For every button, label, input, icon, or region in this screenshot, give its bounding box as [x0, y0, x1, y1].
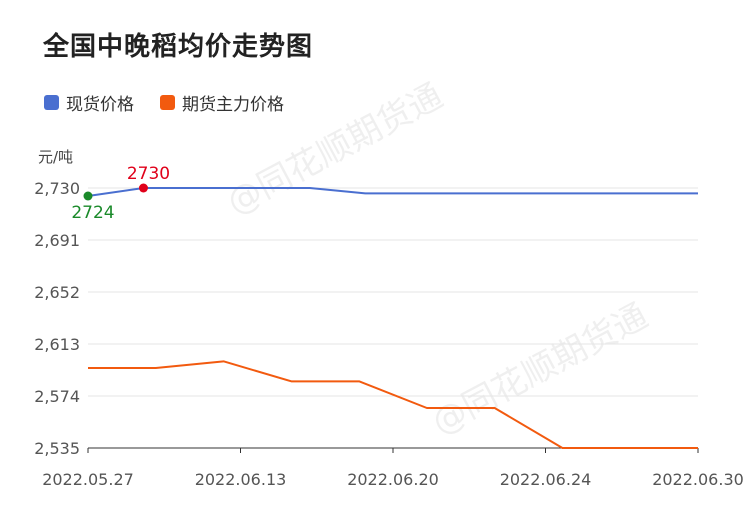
min-point-label: 2724 [71, 203, 114, 223]
watermark: @同花顺期货通 [220, 76, 449, 223]
y-tick-label: 2,691 [34, 231, 80, 250]
min-point-marker [83, 191, 93, 201]
y-tick-label: 2,535 [34, 439, 80, 458]
legend-label-spot: 现货价格 [66, 95, 134, 115]
legend-label-futures: 期货主力价格 [182, 95, 284, 115]
legend-swatch-spot [44, 95, 59, 110]
series-line [88, 360, 698, 449]
x-tick-label: 2022.06.13 [195, 470, 287, 489]
legend-item-futures[interactable]: 期货主力价格 [160, 90, 284, 115]
legend-item-spot[interactable]: 现货价格 [44, 90, 134, 115]
x-tick-label: 2022.06.30 [652, 470, 744, 489]
chart-title: 全国中晚稻均价走势图 [43, 32, 314, 62]
x-tick-label: 2022.06.24 [500, 470, 592, 489]
y-tick-label: 2,613 [34, 335, 80, 354]
max-point-marker [138, 183, 148, 193]
y-axis-unit: 元/吨 [38, 148, 74, 166]
series-line [87, 187, 698, 197]
max-point-label: 2730 [127, 164, 170, 184]
legend-swatch-futures [160, 95, 175, 110]
x-tick-label: 2022.05.27 [42, 470, 134, 489]
watermark: @同花顺期货通 [425, 296, 654, 443]
legend: 现货价格 期货主力价格 [44, 90, 284, 115]
y-tick-label: 2,574 [34, 387, 80, 406]
y-tick-label: 2,652 [34, 283, 80, 302]
y-tick-label: 2,730 [34, 179, 80, 198]
x-tick-label: 2022.06.20 [347, 470, 439, 489]
